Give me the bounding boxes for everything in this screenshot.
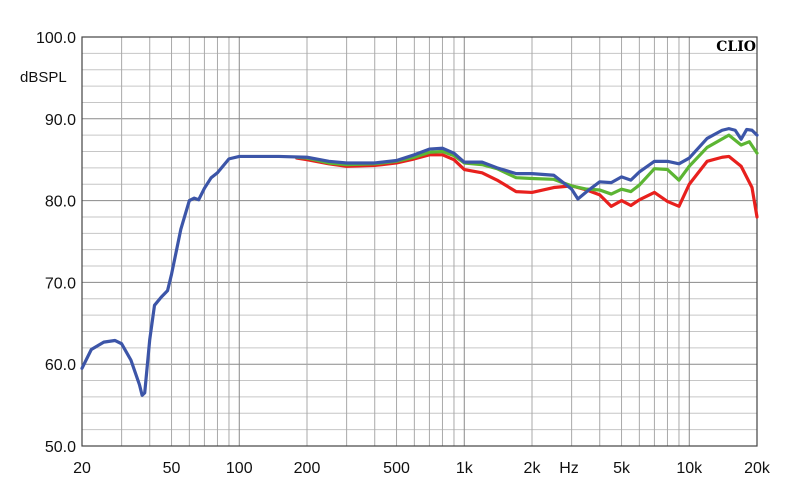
x-tick-labels: 20 50 100 200 500 1k 2k 5k 10k 20k [73,460,771,477]
x-tick-label: 20k [744,460,771,477]
x-tick-label: 20 [73,460,91,477]
x-tick-label: 2k [524,460,542,477]
x-tick-label: 5k [613,460,631,477]
y-tick-label: 50.0 [45,439,76,456]
x-tick-label: 100 [226,460,253,477]
y-tick-label: 80.0 [45,194,76,211]
x-tick-label: 1k [456,460,474,477]
y-axis-label: dBSPL [20,69,67,86]
y-tick-label: 70.0 [45,275,76,292]
x-tick-label: 10k [676,460,703,477]
series-line-3 [80,127,759,397]
x-tick-label: 50 [163,460,181,477]
y-tick-label: 100.0 [36,30,76,47]
y-tick-label: 60.0 [45,357,76,374]
clio-brand-logo: CLIO [716,39,756,55]
y-tick-labels: 100.0 90.0 80.0 70.0 60.0 50.0 [36,30,76,456]
x-tick-label: 500 [383,460,410,477]
x-axis-unit-label: Hz [559,460,579,477]
x-tick-label: 200 [294,460,321,477]
grid [81,36,758,447]
plot-frame [81,36,758,447]
series-group [80,127,759,397]
y-tick-label: 90.0 [45,112,76,129]
